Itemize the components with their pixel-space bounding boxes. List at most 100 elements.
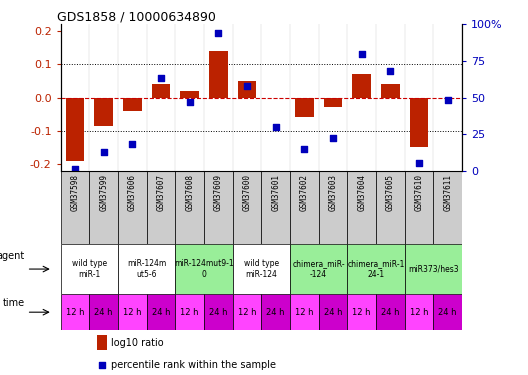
Text: GSM37604: GSM37604: [357, 174, 366, 211]
Bar: [376, 294, 404, 330]
Bar: [181, 91, 199, 98]
Text: GSM37607: GSM37607: [156, 174, 166, 211]
Text: chimera_miR-
-124: chimera_miR- -124: [293, 260, 345, 279]
Point: [271, 124, 280, 130]
Bar: [147, 294, 175, 330]
Text: time: time: [3, 298, 25, 308]
Bar: [152, 84, 171, 98]
Text: GSM37598: GSM37598: [71, 174, 80, 211]
Bar: [204, 294, 233, 330]
Bar: [352, 74, 371, 98]
Text: GSM37608: GSM37608: [185, 174, 194, 211]
Point: [99, 148, 108, 154]
Point: [357, 51, 366, 57]
Text: log10 ratio: log10 ratio: [111, 338, 164, 348]
Bar: [118, 244, 175, 294]
Text: 24 h: 24 h: [267, 308, 285, 316]
Point: [185, 99, 194, 105]
Text: GSM37599: GSM37599: [99, 174, 108, 211]
Bar: [238, 81, 257, 98]
Bar: [204, 171, 233, 244]
Text: miR-124mut9-1
0: miR-124mut9-1 0: [174, 260, 234, 279]
Bar: [233, 294, 261, 330]
Text: GSM37600: GSM37600: [242, 174, 251, 211]
Text: wild type
miR-124: wild type miR-124: [244, 260, 279, 279]
Point: [300, 146, 308, 152]
Point: [415, 160, 423, 166]
Text: 12 h: 12 h: [66, 308, 84, 316]
Text: agent: agent: [0, 251, 25, 261]
Point: [243, 83, 251, 89]
Text: GDS1858 / 10000634890: GDS1858 / 10000634890: [56, 10, 215, 23]
Point: [214, 30, 223, 36]
Bar: [61, 171, 89, 244]
Text: GSM37609: GSM37609: [214, 174, 223, 211]
Bar: [261, 294, 290, 330]
Point: [128, 141, 137, 147]
Bar: [381, 84, 400, 98]
Bar: [290, 171, 319, 244]
Bar: [433, 294, 462, 330]
Bar: [376, 171, 404, 244]
Bar: [123, 98, 142, 111]
Bar: [175, 171, 204, 244]
Bar: [433, 171, 462, 244]
Bar: [118, 294, 147, 330]
Bar: [61, 244, 118, 294]
Bar: [261, 171, 290, 244]
Text: GSM37605: GSM37605: [386, 174, 395, 211]
Bar: [290, 244, 347, 294]
Text: 24 h: 24 h: [95, 308, 113, 316]
Text: GSM37611: GSM37611: [443, 174, 452, 211]
Bar: [319, 171, 347, 244]
Text: miR-124m
ut5-6: miR-124m ut5-6: [127, 260, 166, 279]
Text: 12 h: 12 h: [181, 308, 199, 316]
Bar: [95, 98, 113, 126]
Bar: [410, 98, 428, 147]
Bar: [324, 98, 342, 108]
Bar: [319, 294, 347, 330]
Bar: [118, 171, 147, 244]
Text: GSM37603: GSM37603: [328, 174, 337, 211]
Bar: [290, 294, 319, 330]
Point: [386, 68, 394, 74]
Text: 12 h: 12 h: [238, 308, 256, 316]
Bar: [233, 244, 290, 294]
Bar: [175, 294, 204, 330]
Text: 24 h: 24 h: [209, 308, 228, 316]
Bar: [233, 171, 261, 244]
Bar: [404, 171, 433, 244]
Bar: [295, 98, 314, 117]
Text: miR373/hes3: miR373/hes3: [408, 265, 459, 274]
Point: [157, 75, 165, 81]
Text: 24 h: 24 h: [438, 308, 457, 316]
Text: 12 h: 12 h: [352, 308, 371, 316]
Bar: [66, 98, 84, 160]
Bar: [404, 294, 433, 330]
Bar: [147, 171, 175, 244]
Bar: [97, 334, 107, 350]
Bar: [209, 51, 228, 98]
Bar: [61, 294, 89, 330]
Bar: [347, 244, 404, 294]
Bar: [175, 244, 233, 294]
Text: 12 h: 12 h: [410, 308, 428, 316]
Bar: [89, 294, 118, 330]
Point: [71, 166, 79, 172]
Text: 24 h: 24 h: [381, 308, 400, 316]
Point: [444, 98, 452, 104]
Point: [329, 135, 337, 141]
Text: chimera_miR-1
24-1: chimera_miR-1 24-1: [347, 260, 404, 279]
Bar: [404, 244, 462, 294]
Text: GSM37601: GSM37601: [271, 174, 280, 211]
Text: 24 h: 24 h: [324, 308, 342, 316]
Text: percentile rank within the sample: percentile rank within the sample: [111, 360, 276, 370]
Text: GSM37606: GSM37606: [128, 174, 137, 211]
Point: [98, 362, 106, 368]
Text: wild type
miR-1: wild type miR-1: [72, 260, 107, 279]
Text: GSM37610: GSM37610: [414, 174, 423, 211]
Text: GSM37602: GSM37602: [300, 174, 309, 211]
Text: 12 h: 12 h: [295, 308, 314, 316]
Bar: [347, 294, 376, 330]
Text: 24 h: 24 h: [152, 308, 171, 316]
